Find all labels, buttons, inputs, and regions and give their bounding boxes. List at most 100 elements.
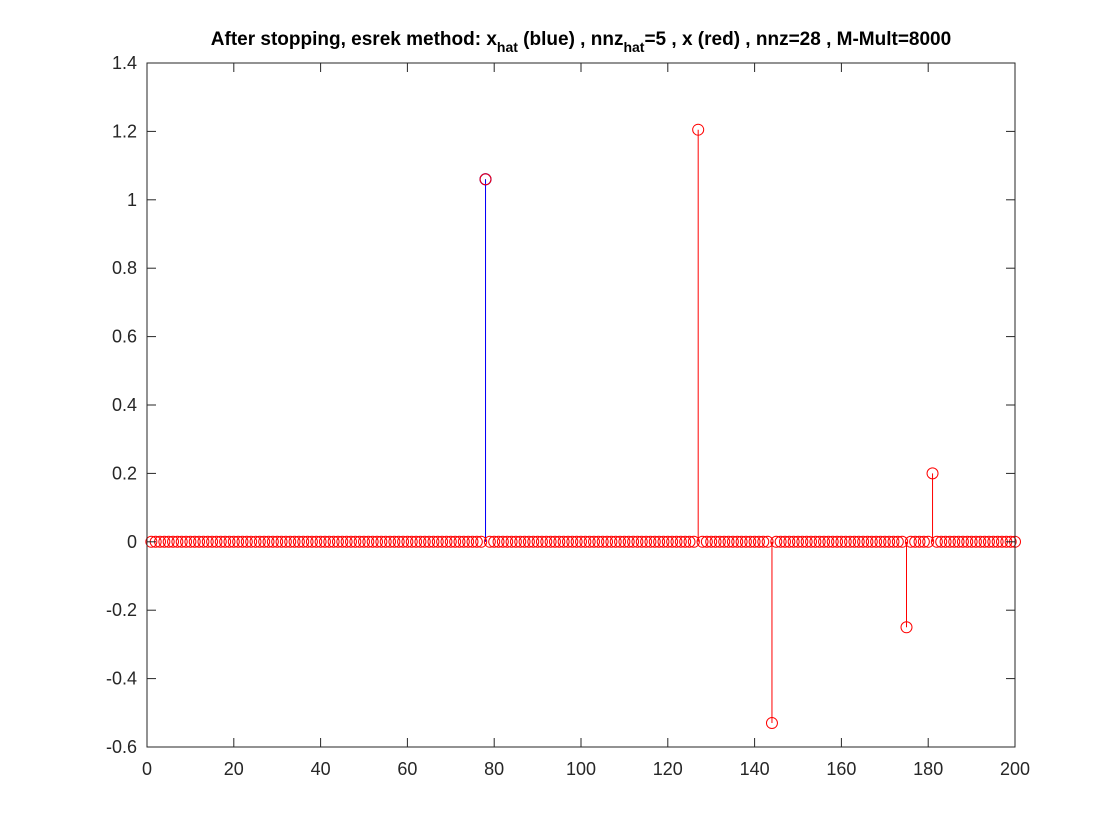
red-stem-marker xyxy=(1004,535,1017,548)
red-stem-marker xyxy=(883,535,896,548)
red-stem-marker xyxy=(410,535,423,548)
red-stem-marker xyxy=(848,535,861,548)
red-stem-marker xyxy=(705,535,718,548)
red-stem-marker xyxy=(375,535,388,548)
red-stem-marker xyxy=(939,535,952,548)
red-stem-marker xyxy=(180,535,193,548)
red-stem-marker xyxy=(961,535,974,548)
red-stem-marker xyxy=(336,535,349,548)
red-stem-marker xyxy=(635,535,648,548)
red-stem-marker xyxy=(279,535,292,548)
red-stem-marker xyxy=(575,535,587,548)
red-stem-marker xyxy=(540,535,553,548)
red-stem-marker xyxy=(527,535,540,548)
red-stem-marker xyxy=(271,535,284,548)
red-stem-marker xyxy=(618,535,631,548)
red-stem-marker xyxy=(232,535,245,548)
red-stem-marker xyxy=(583,535,596,548)
red-stem-marker xyxy=(744,535,757,548)
red-stem-marker xyxy=(431,535,444,548)
red-stem-marker xyxy=(718,535,731,548)
red-stem-marker xyxy=(653,535,666,548)
red-stem-marker xyxy=(748,535,761,548)
axes-frame xyxy=(146,62,1016,748)
red-stem-marker xyxy=(839,535,852,548)
red-stem-marker xyxy=(223,535,236,548)
red-stem-marker xyxy=(358,535,370,548)
chart-title: After stopping, esrek method: xhat (blue… xyxy=(211,29,951,55)
red-stem-marker xyxy=(783,535,796,548)
red-stem-marker xyxy=(206,535,219,548)
red-stem-marker xyxy=(670,535,683,548)
red-stem-marker xyxy=(184,535,197,548)
red-stem-marker xyxy=(818,535,831,548)
red-stem-marker xyxy=(405,535,418,548)
x-tick-label: 80 xyxy=(484,759,504,779)
red-stem-marker xyxy=(262,535,275,548)
red-stem-marker xyxy=(379,535,392,548)
red-stem-marker xyxy=(240,535,253,548)
red-stem-marker xyxy=(692,123,705,136)
red-stem-marker xyxy=(887,535,900,548)
red-stem-marker xyxy=(193,535,206,548)
red-stem-marker xyxy=(913,535,926,548)
red-stem-marker xyxy=(687,535,700,548)
red-stem-marker xyxy=(518,535,531,548)
red-stem-marker xyxy=(561,535,574,548)
red-stem-marker xyxy=(822,535,835,548)
red-stem-marker xyxy=(340,535,353,548)
red-stem-marker xyxy=(930,535,943,548)
red-stem-marker xyxy=(392,535,405,548)
red-stem-marker xyxy=(952,535,965,548)
red-stem-marker xyxy=(427,535,440,548)
red-stem-marker xyxy=(158,535,171,548)
red-stem-marker xyxy=(167,535,180,548)
x-tick-label: 40 xyxy=(311,759,331,779)
red-stem-marker xyxy=(362,535,375,548)
red-stem-marker xyxy=(752,535,765,548)
red-stem-marker xyxy=(588,535,601,548)
title-part: After stopping, esrek method: x xyxy=(211,29,498,50)
red-stem-marker xyxy=(640,535,653,548)
red-stem-marker xyxy=(488,535,501,548)
red-stem-marker xyxy=(609,535,622,548)
red-stem-marker xyxy=(969,535,982,548)
red-stem-marker xyxy=(709,535,722,548)
red-stem-marker xyxy=(418,535,431,548)
title-part: =5 , x (red) , nnz=28 , M-Mult=8000 xyxy=(644,29,951,50)
red-stem-marker xyxy=(210,535,223,548)
red-stem-marker xyxy=(878,535,891,548)
red-stem-marker xyxy=(492,535,505,548)
red-stem-marker xyxy=(310,535,323,548)
y-tick-label: 1.2 xyxy=(112,121,137,141)
red-stem-marker xyxy=(201,535,214,548)
red-stem-marker xyxy=(440,535,453,548)
red-stem-marker xyxy=(557,535,570,548)
red-stem-marker xyxy=(305,535,318,548)
red-stem-marker xyxy=(297,535,310,548)
red-stem-marker xyxy=(844,535,857,548)
red-stem-marker xyxy=(227,535,240,548)
red-stem-marker xyxy=(917,535,930,548)
red-stem-marker xyxy=(614,535,627,548)
red-stem-marker xyxy=(713,535,726,548)
red-stem-marker xyxy=(388,535,401,548)
red-stem-marker xyxy=(236,535,249,548)
red-stem-marker xyxy=(765,717,778,730)
red-stem-marker xyxy=(522,535,535,548)
red-stem-marker xyxy=(162,535,175,548)
red-stem-marker xyxy=(349,535,362,548)
red-stem-marker xyxy=(475,535,488,548)
y-tick-label: 1 xyxy=(127,190,137,210)
stem-markers xyxy=(145,123,1021,730)
red-stem-marker xyxy=(496,535,509,548)
red-stem-marker xyxy=(813,535,826,548)
red-stem-marker xyxy=(266,535,279,548)
x-tick-label: 120 xyxy=(653,759,683,779)
red-stem-marker xyxy=(323,535,336,548)
red-stem-marker xyxy=(366,535,379,548)
red-stem-marker xyxy=(592,535,605,548)
title-part: hat xyxy=(623,39,644,55)
red-stem-marker xyxy=(288,535,301,548)
red-stem-marker xyxy=(344,535,357,548)
